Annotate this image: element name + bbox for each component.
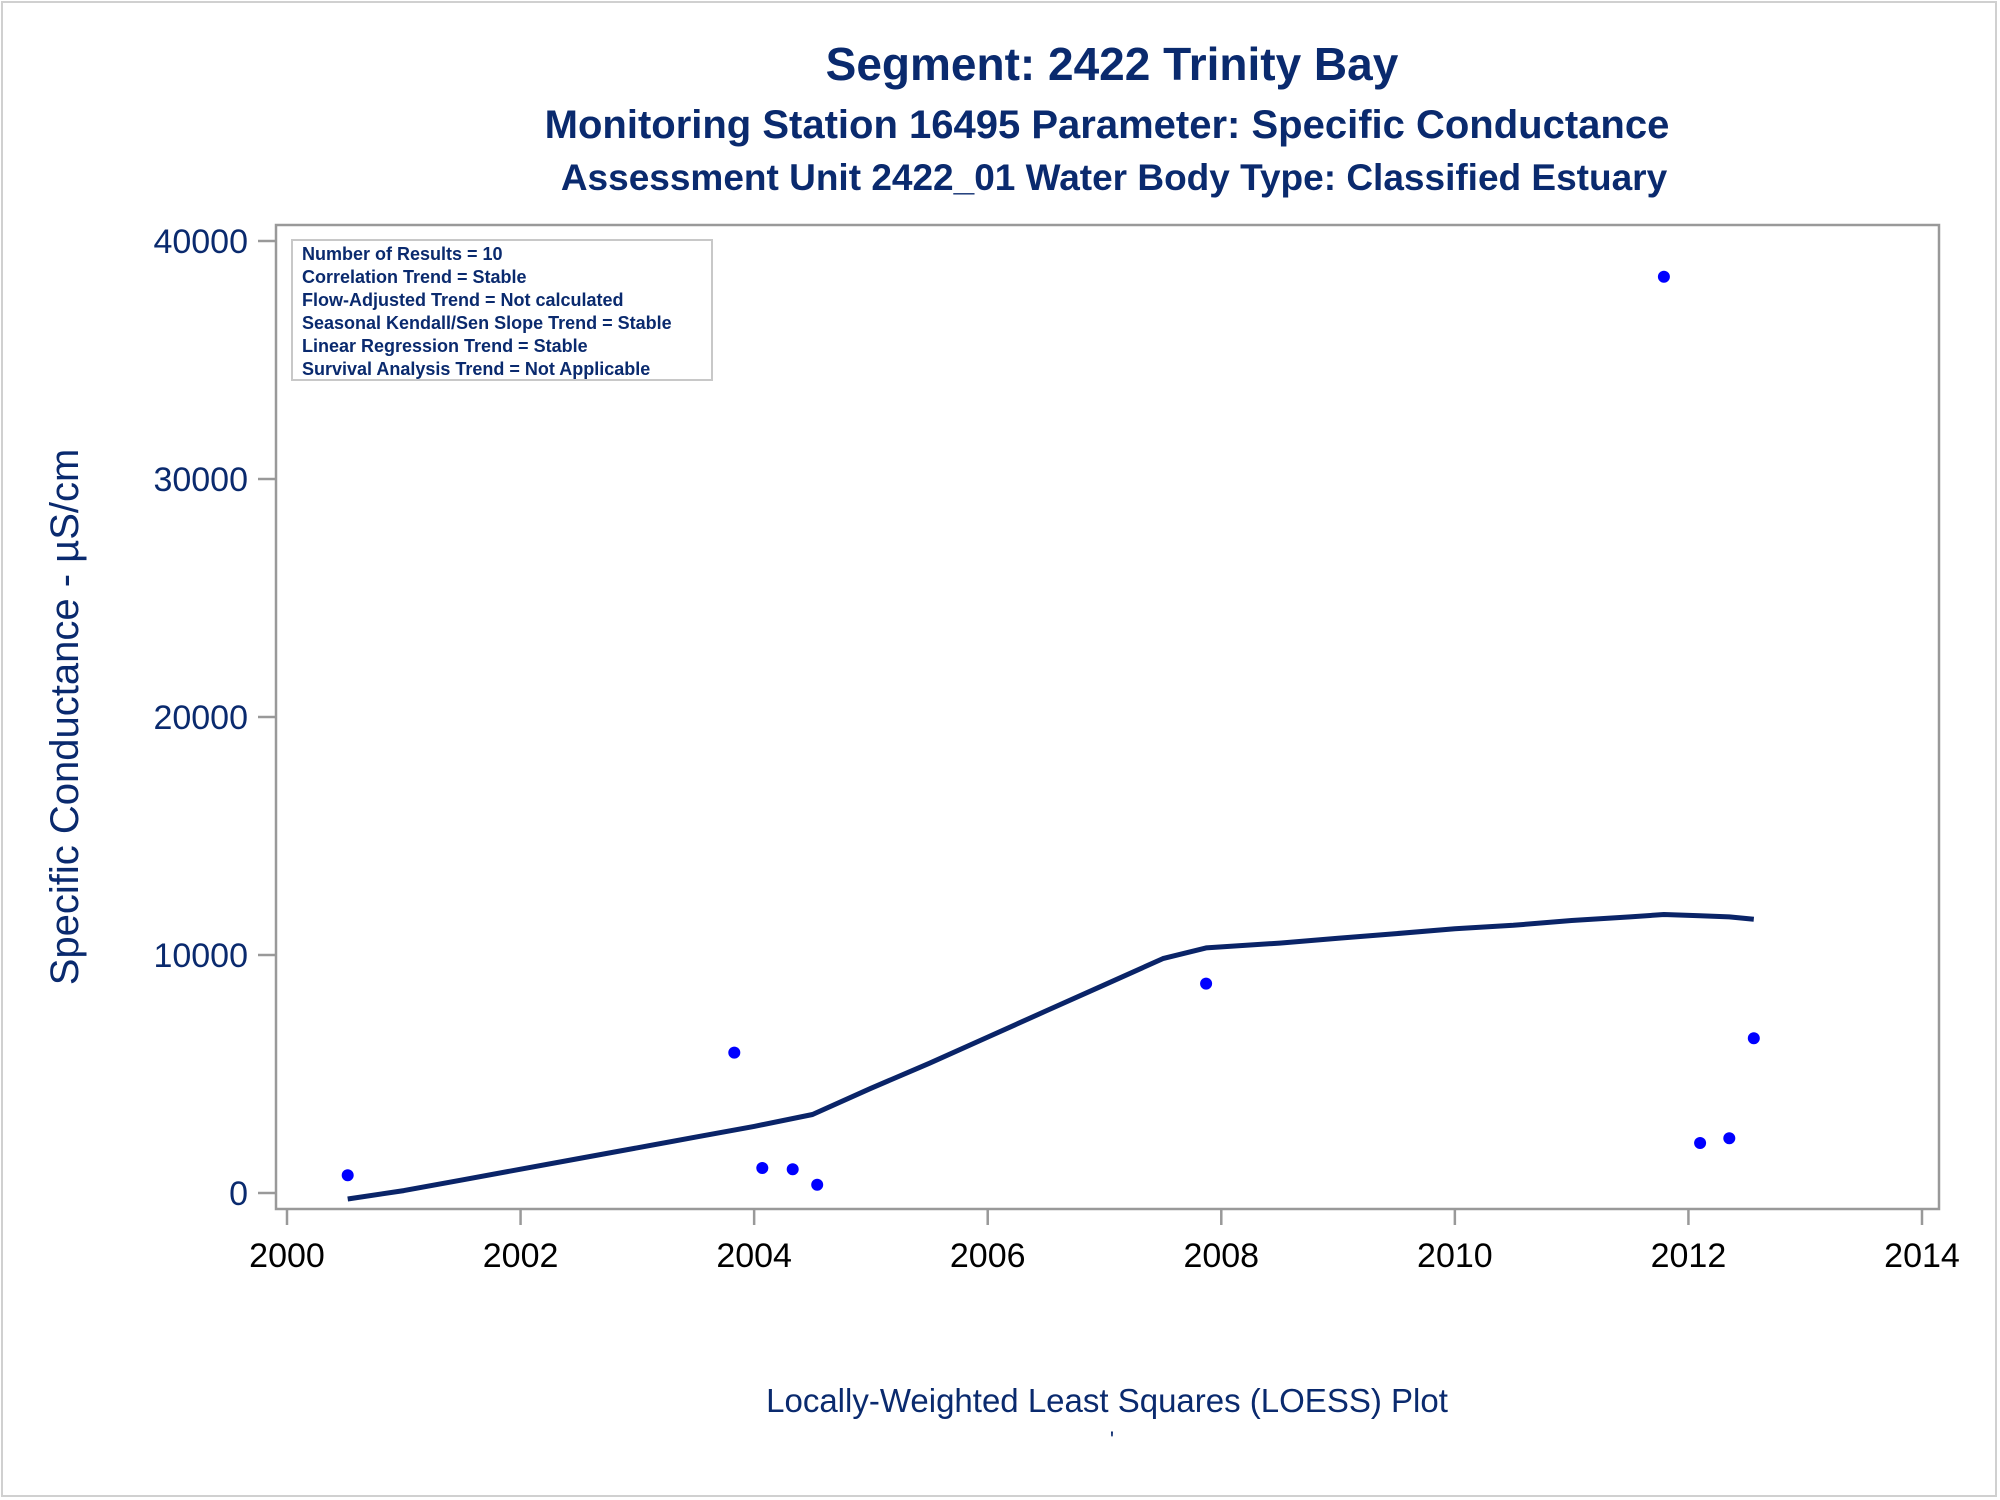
x-axis-label: Locally-Weighted Least Squares (LOESS) P… [766,1382,1448,1419]
x-tick-label: 2014 [1884,1237,1960,1275]
data-point [756,1162,769,1174]
chart-subtitle-station: Monitoring Station 16495 Parameter: Spec… [545,103,1670,147]
stats-correlation-trend: Correlation Trend = Stable [302,267,527,287]
data-point [341,1169,354,1182]
data-points-layer [341,270,1760,1191]
data-point [1657,270,1670,283]
data-point [786,1163,799,1176]
data-point [728,1046,741,1059]
loess-line [347,912,1755,1202]
y-tick-label: 0 [229,1175,248,1213]
y-axis: 0 10000 20000 30000 40000 [153,223,276,1213]
stats-survival-analysis-trend: Survival Analysis Trend = Not Applicable [302,359,650,379]
stats-flow-adjusted-trend: Flow-Adjusted Trend = Not calculated [302,290,624,310]
x-tick-label: 2006 [950,1237,1026,1275]
x-tick-label: 2010 [1417,1237,1493,1275]
x-tick-label: 2000 [249,1237,325,1275]
y-tick-label: 20000 [153,699,248,737]
data-point [811,1178,824,1191]
x-axis: 2000 2002 2004 2006 2008 2010 2012 2014 [249,1209,1960,1275]
stats-seasonal-kendall-trend: Seasonal Kendall/Sen Slope Trend = Stabl… [302,313,672,333]
data-point [1694,1137,1707,1149]
data-point [1723,1132,1736,1145]
y-axis-label: Specific Conductance - µS/cm [43,449,87,986]
data-point [1747,1032,1760,1045]
x-tick-label: 2008 [1183,1237,1259,1275]
x-tick-label: 2012 [1651,1237,1727,1275]
y-tick-label: 40000 [153,223,248,261]
loess-line-layer [347,912,1755,1202]
chart-title: Segment: 2422 Trinity Bay [826,38,1399,90]
y-tick-label: 30000 [153,461,248,499]
x-tick-label: 2004 [716,1237,792,1275]
data-point [1200,977,1213,990]
y-tick-label: 10000 [153,937,248,975]
stats-box: Number of Results = 10 Correlation Trend… [291,239,713,381]
footnote: ' [1110,1427,1114,1452]
stats-box-frame [291,239,713,381]
x-tick-label: 2002 [483,1237,559,1275]
stats-number-of-results: Number of Results = 10 [302,244,503,264]
stats-linear-regression-trend: Linear Regression Trend = Stable [302,336,588,356]
chart-subtitle-assessment: Assessment Unit 2422_01 Water Body Type:… [561,157,1668,198]
